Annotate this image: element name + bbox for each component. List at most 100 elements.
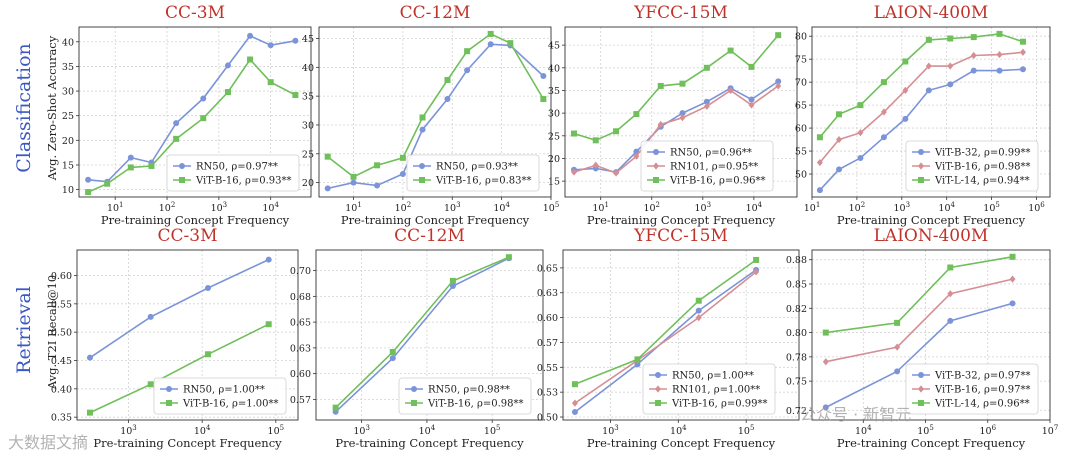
chart-cc-12m-bottom: 0.57 0.60 0.63 0.65 0.68 0.70 103 104 105 CC-12M P…: [290, 226, 544, 450]
y-tick-label: 0.55: [537, 363, 558, 374]
chart-title: LAION-400M: [874, 226, 989, 246]
data-point-vit-b-16: [487, 30, 494, 37]
data-point-rn50: [703, 98, 710, 105]
data-point-vit-b-16: [925, 62, 932, 70]
x-axis-label: Pre-training Concept Frequency: [101, 213, 290, 227]
data-point-vit-b-16: [224, 89, 231, 96]
legend-label-vit-l-14: ViT-L-14, ρ=0.96**: [934, 399, 1030, 410]
legend: RN50, ρ=0.93** ViT-B-16, ρ=0.83**: [406, 154, 540, 192]
y-tick-label: 0.55: [51, 299, 72, 310]
data-point-rn101: [570, 168, 577, 176]
series-line-vit-l-14: [819, 33, 1024, 138]
data-point-rn50: [292, 37, 299, 44]
data-point-vit-b-16: [727, 47, 734, 54]
data-point-vit-b-16: [822, 358, 829, 366]
data-point-rn101: [695, 314, 702, 322]
data-point-rn50: [200, 95, 207, 102]
y-tick-label: 65: [795, 101, 807, 112]
data-point-rn50: [127, 154, 134, 161]
data-point-vit-b-16: [173, 135, 180, 142]
data-point-rn50: [419, 126, 426, 133]
y-tick-label: 0.60: [537, 313, 558, 324]
y-tick-label: 35: [548, 86, 560, 97]
legend-marker-vit-b-32: [918, 149, 924, 155]
data-point-vit-b-16: [775, 32, 782, 39]
data-point-rn50: [324, 185, 331, 192]
legend-label-vit-b-16: ViT-B-16, ρ=0.93**: [195, 176, 292, 187]
y-tick-label: 0.88: [786, 255, 807, 266]
x-tick-label: 104: [419, 424, 436, 437]
legend-box: [166, 154, 300, 192]
data-point-vit-b-16: [657, 82, 664, 89]
y-tick-label: 0.78: [786, 352, 807, 363]
y-tick-label: 30: [62, 87, 74, 98]
data-point-vit-b-16: [247, 56, 254, 63]
data-point-rn50: [85, 176, 92, 183]
chart-cc-3m-bottom: 0.35 0.40 0.45 0.50 0.55 0.60 103 104 105 CC-3M Pr…: [51, 226, 299, 450]
legend-label-rn50: RN50, ρ=0.93**: [436, 162, 518, 173]
series-line-vit-b-32: [819, 68, 1024, 191]
data-point-vit-b-16: [857, 129, 864, 137]
data-point-vit-b-32: [947, 81, 954, 88]
series-line-vit-b-16: [573, 34, 779, 142]
x-tick-label: 106: [1028, 201, 1045, 214]
legend-marker-vit-b-16: [655, 400, 661, 406]
data-point-vit-b-16: [571, 381, 578, 388]
data-point-vit-b-16: [996, 50, 1003, 59]
data-point-vit-b-16: [104, 180, 111, 187]
legend-box: [905, 140, 1039, 192]
y-tick-label: 0.65: [537, 263, 558, 274]
data-point-vit-b-16: [204, 351, 211, 358]
data-point-vit-b-16: [540, 96, 547, 103]
y-tick-label: 0.70: [290, 266, 311, 277]
legend: RN50, ρ=1.00** RN101, ρ=1.00** ViT-B-16, ρ…: [642, 363, 776, 415]
data-point-vit-b-16: [880, 108, 887, 116]
x-tick-label: 105: [917, 424, 934, 437]
data-point-vit-b-16: [127, 164, 134, 171]
chart-title: CC-12M: [400, 3, 471, 23]
data-point-vit-b-16: [444, 77, 451, 84]
x-tick-label: 105: [268, 424, 285, 437]
legend-label-rn101: RN101, ρ=0.95**: [670, 162, 758, 173]
chart-title: CC-3M: [158, 226, 218, 246]
y-tick-label: 20: [62, 136, 74, 147]
data-point-rn50: [147, 313, 154, 320]
legend-marker-vit-l-14: [918, 400, 924, 406]
y-tick-label: 0.45: [51, 356, 72, 367]
x-tick-label: 101: [345, 201, 362, 214]
data-point-vit-b-16: [1009, 275, 1016, 283]
data-point-vit-b-16: [570, 130, 577, 137]
data-point-vit-b-16: [374, 162, 381, 169]
y-tick-label: 30: [548, 109, 560, 120]
data-point-vit-b-16: [147, 381, 154, 388]
chart-title: YFCC-15M: [633, 226, 728, 246]
legend-label-vit-b-16: ViT-B-16, ρ=0.98**: [934, 162, 1031, 173]
data-point-vit-b-16: [464, 48, 471, 55]
x-tick-label: 104: [670, 424, 687, 437]
data-point-vit-b-16: [613, 128, 620, 135]
series-line-vit-b-16: [87, 58, 296, 193]
data-point-rn50: [224, 62, 231, 69]
y-tick-label: 0.60: [51, 271, 72, 282]
data-point-vit-b-16: [86, 409, 93, 416]
y-tick-label: 25: [548, 131, 560, 142]
row-label-classification: Classification: [13, 43, 35, 173]
data-point-rn50: [775, 78, 782, 85]
y-tick-label: 30: [302, 120, 314, 131]
x-tick-label: 103: [353, 424, 370, 437]
legend-label-vit-b-16: ViT-B-16, ρ=1.00**: [182, 399, 279, 410]
data-point-vit-b-16: [350, 173, 357, 180]
legend-box: [905, 363, 1039, 415]
data-point-vit-b-32: [822, 404, 829, 411]
legend-label-vit-l-14: ViT-L-14, ρ=0.94**: [934, 176, 1030, 187]
y-tick-label: 10: [62, 185, 74, 196]
chart-yfcc-15m-bottom: 0.50 0.53 0.55 0.57 0.60 0.63 0.65 103 104 105 YFC…: [537, 226, 800, 450]
data-point-vit-l-14: [1019, 38, 1026, 45]
data-point-vit-b-16: [267, 79, 274, 86]
plot-frame: [564, 26, 798, 198]
legend-label-rn50: RN50, ρ=0.96**: [670, 148, 752, 159]
series-line-vit-b-16: [819, 51, 1024, 164]
y-tick-label: 0.53: [537, 388, 558, 399]
